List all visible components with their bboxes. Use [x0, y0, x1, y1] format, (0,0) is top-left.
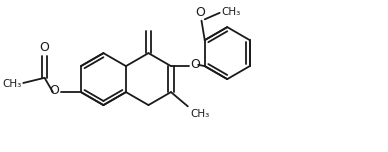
Text: CH₃: CH₃ [2, 79, 21, 89]
Text: O: O [191, 58, 200, 71]
Text: O: O [39, 41, 49, 54]
Text: O: O [195, 6, 205, 19]
Text: CH₃: CH₃ [191, 109, 210, 119]
Text: CH₃: CH₃ [222, 7, 241, 17]
Text: O: O [50, 84, 59, 97]
